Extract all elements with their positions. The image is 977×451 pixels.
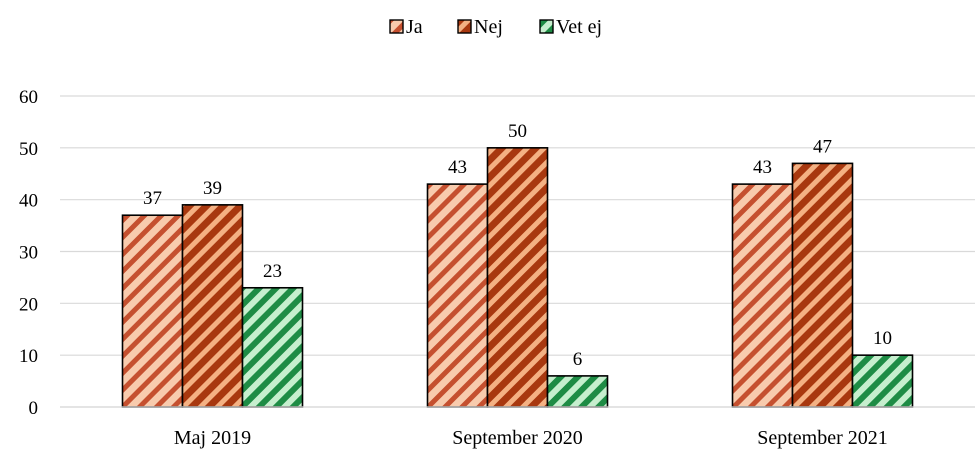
y-tick-label: 50 bbox=[19, 139, 38, 160]
data-label: 6 bbox=[573, 349, 583, 370]
x-category-label: Maj 2019 bbox=[174, 427, 251, 449]
x-category-label: September 2020 bbox=[452, 427, 583, 449]
x-category-label: September 2021 bbox=[757, 427, 888, 449]
legend-swatch bbox=[539, 19, 554, 34]
legend-label: Nej bbox=[474, 16, 503, 38]
data-label: 23 bbox=[263, 261, 282, 282]
x-axis: Maj 2019 September 2020 September 2021 bbox=[60, 406, 975, 449]
legend-swatch bbox=[457, 19, 472, 34]
legend-label: Ja bbox=[406, 16, 423, 38]
bar-vet-ej-1 bbox=[546, 375, 609, 408]
y-tick-label: 60 bbox=[19, 87, 38, 108]
y-tick-label: 20 bbox=[19, 294, 38, 315]
y-tick-label: 40 bbox=[19, 191, 38, 212]
bar-vet-ej-0 bbox=[241, 286, 304, 408]
legend-item-nej: Nej bbox=[457, 16, 503, 38]
data-labels: 37 39 23 43 50 6 43 47 10 bbox=[143, 121, 892, 370]
data-label: 47 bbox=[813, 136, 832, 157]
legend: Ja Nej Vet ej bbox=[389, 16, 602, 38]
data-label: 37 bbox=[143, 188, 162, 209]
data-label: 39 bbox=[203, 178, 222, 199]
legend-item-ja: Ja bbox=[389, 16, 423, 38]
data-label: 10 bbox=[873, 328, 892, 349]
y-axis: 0 10 20 30 40 50 60 bbox=[19, 87, 38, 419]
bar-nej-2 bbox=[791, 162, 854, 408]
legend-item-vet-ej: Vet ej bbox=[539, 16, 602, 38]
bar-ja-1 bbox=[426, 183, 489, 408]
y-tick-label: 30 bbox=[19, 243, 38, 264]
legend-swatch bbox=[389, 19, 404, 34]
data-label: 43 bbox=[753, 157, 772, 178]
legend-label: Vet ej bbox=[556, 16, 602, 38]
bar-ja-0 bbox=[121, 214, 184, 408]
bar-nej-1 bbox=[486, 147, 549, 408]
y-tick-label: 10 bbox=[19, 346, 38, 367]
y-tick-label: 0 bbox=[29, 398, 39, 419]
bar-nej-0 bbox=[181, 204, 244, 408]
bar-ja-2 bbox=[731, 183, 794, 408]
data-label: 43 bbox=[448, 157, 467, 178]
bars bbox=[121, 147, 914, 408]
bar-vet-ej-2 bbox=[851, 354, 914, 408]
data-label: 50 bbox=[508, 121, 527, 142]
